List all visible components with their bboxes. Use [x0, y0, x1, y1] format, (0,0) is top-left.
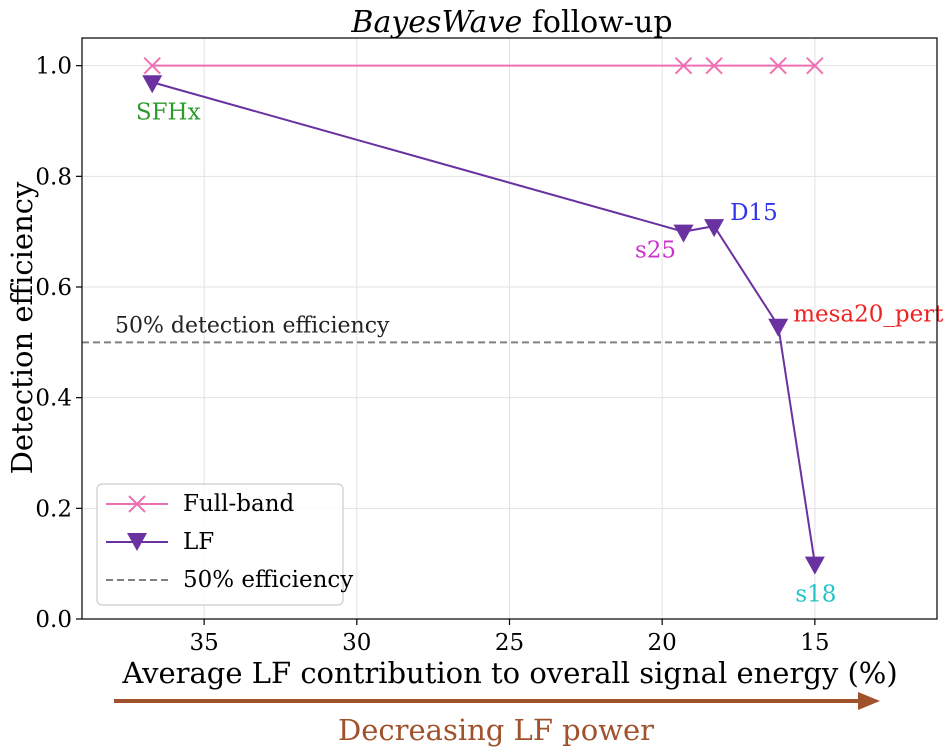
- y-tick-label: 0.0: [35, 607, 72, 633]
- lf-point: [704, 219, 725, 238]
- lf-point: [804, 556, 825, 575]
- y-tick-label: 0.6: [35, 275, 72, 301]
- x-axis-label: Average LF contribution to overall signa…: [121, 656, 897, 690]
- point-label: s18: [795, 582, 836, 608]
- legend-marker-full-band: [128, 495, 146, 513]
- x-axis-ticks: 35 30 25 20 15: [190, 619, 829, 656]
- y-axis-ticks: 0.0 0.2 0.4 0.6 0.8 1.0: [35, 54, 82, 633]
- lf-point: [142, 75, 163, 94]
- legend-label-threshold: 50% efficiency: [183, 567, 353, 593]
- arrow-head: [858, 692, 880, 710]
- full-band-point: [705, 56, 723, 75]
- arrow-label: Decreasing LF power: [338, 713, 654, 747]
- legend-label-lf: LF: [183, 529, 214, 555]
- legend-marker-lf: [127, 533, 147, 551]
- threshold-label: 50% detection efficiency: [115, 313, 390, 338]
- full-band-point: [674, 56, 693, 75]
- chart-title-rest: follow-up: [522, 5, 672, 40]
- y-tick-label: 0.4: [35, 386, 72, 412]
- point-label: s25: [635, 238, 676, 264]
- point-label: SFHx: [136, 99, 201, 125]
- x-tick-label: 30: [342, 630, 371, 656]
- point-label: mesa20_pert: [793, 302, 944, 328]
- legend-label-full-band: Full-band: [183, 491, 295, 517]
- chart-title: BayesWave follow-up: [350, 5, 672, 40]
- legend: Full-band LF 50% efficiency: [96, 483, 353, 606]
- full-band-point: [806, 56, 824, 75]
- point-labels: SFHx s25 D15 mesa20_pert s18: [136, 99, 944, 607]
- full-band-point: [769, 56, 787, 75]
- y-tick-label: 0.2: [35, 496, 72, 522]
- x-tick-label: 35: [190, 630, 219, 656]
- x-tick-label: 20: [648, 630, 677, 656]
- series-layer: [142, 56, 825, 575]
- x-tick-label: 25: [495, 630, 524, 656]
- point-label: D15: [730, 200, 778, 226]
- y-axis-label: Detection efficiency: [5, 181, 39, 474]
- full-band-point: [143, 56, 161, 75]
- x-tick-label: 15: [800, 630, 829, 656]
- y-tick-label: 1.0: [35, 54, 72, 80]
- lf-point: [673, 224, 694, 243]
- plot-frame: [81, 37, 938, 620]
- lf-point: [768, 318, 789, 337]
- chart-title-italic: BayesWave: [350, 5, 522, 40]
- decreasing-power-arrow: [114, 692, 880, 710]
- grid: [82, 38, 937, 620]
- legend-box: [96, 483, 344, 606]
- y-tick-label: 0.8: [35, 164, 72, 190]
